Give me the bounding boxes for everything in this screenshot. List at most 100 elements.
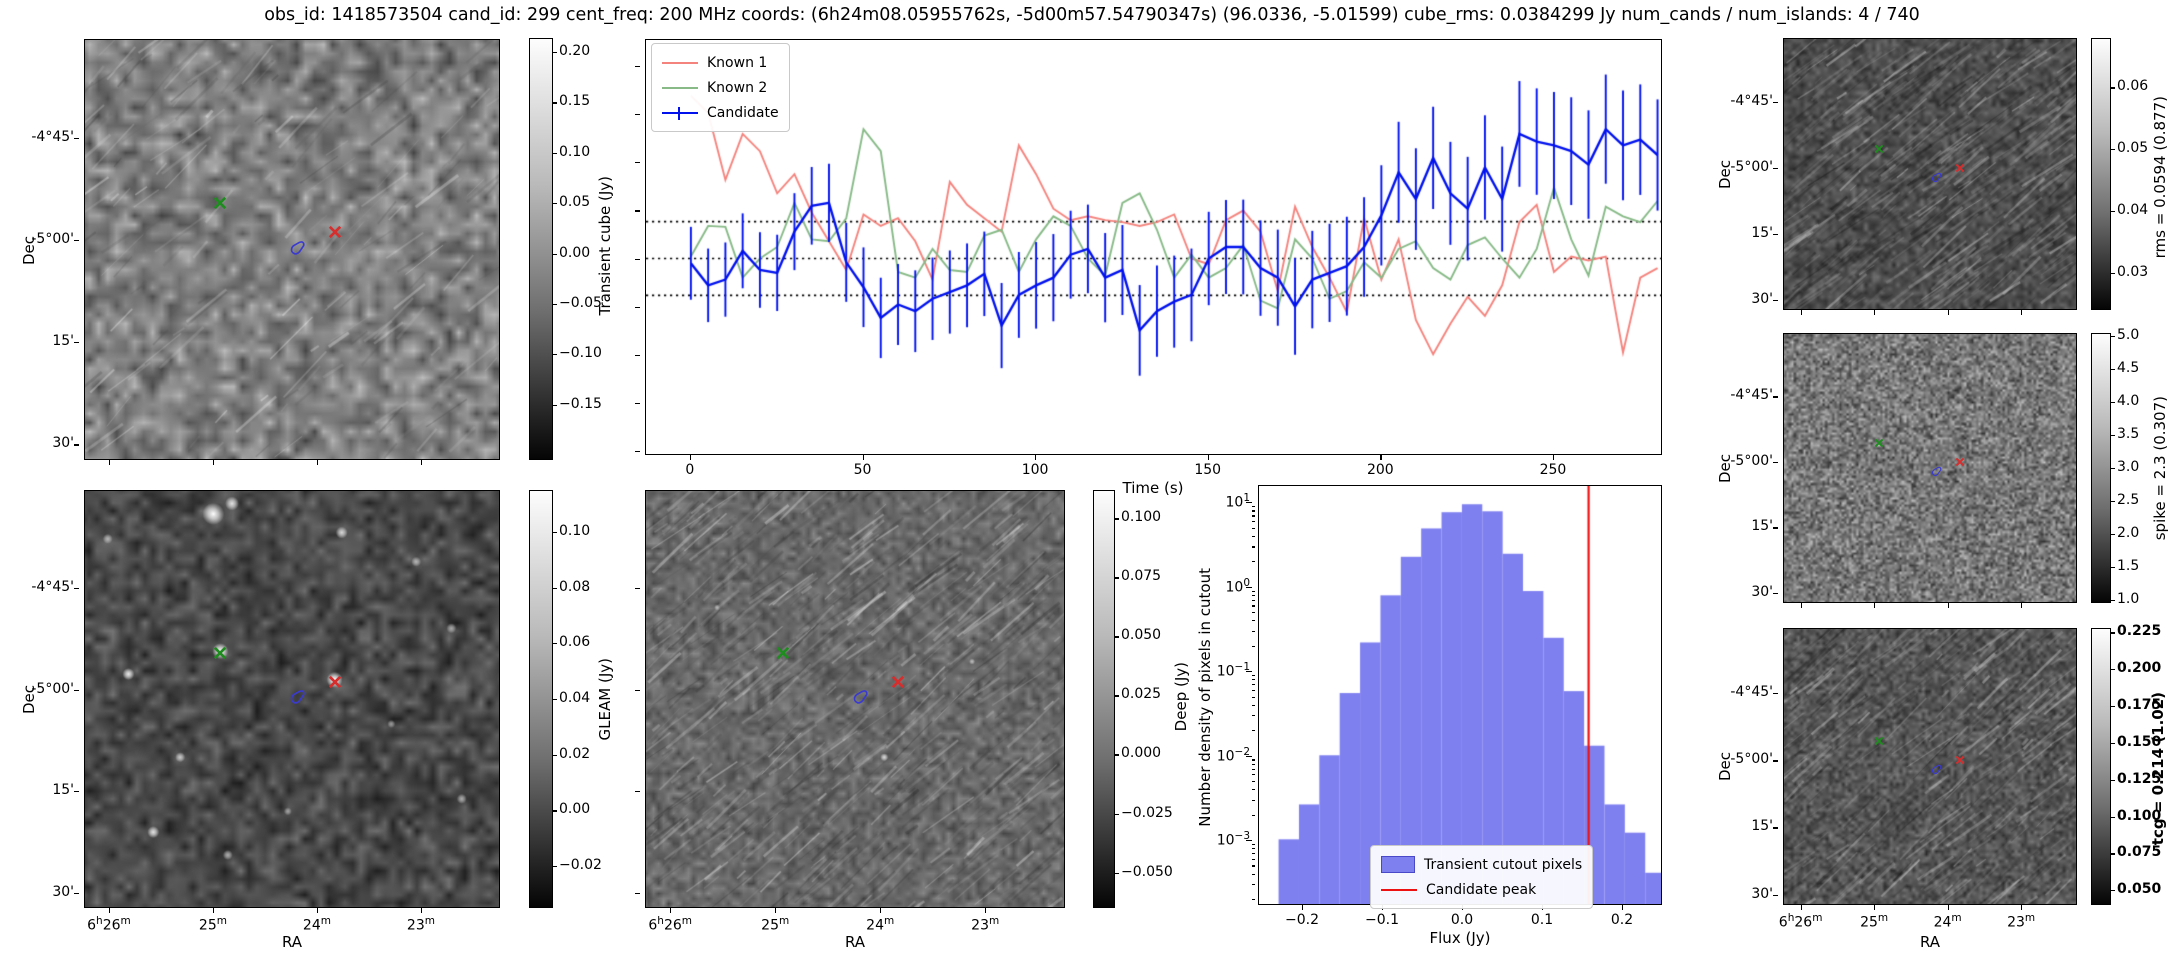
time-tick-label: 150: [1194, 462, 1222, 478]
tick-mark: [1246, 840, 1252, 842]
dec-tick-label: -5°00': [1730, 453, 1773, 470]
gleam-colorbar-tick-label: 0.10: [559, 522, 591, 539]
legend-label-known2: Known 2: [707, 79, 768, 96]
ra-tick-label: 23m: [2007, 912, 2036, 931]
tick-mark: [1252, 594, 1255, 597]
deep-colorbar: [1093, 490, 1115, 908]
dec-tick-label: 15': [1751, 224, 1773, 241]
ra-tick-label: 24m: [866, 915, 895, 934]
tick-mark: [74, 444, 79, 446]
tick-mark: [1773, 527, 1778, 529]
transient-colorbar: [529, 38, 553, 460]
time-axis-label: Time (s): [1122, 479, 1184, 497]
gleam-colorbar-tick-label: 0.00: [559, 801, 591, 818]
deep-colorbar-tick-label: 0.100: [1121, 509, 1162, 526]
spike-colorbar-tick-label: 2.0: [2117, 524, 2140, 541]
tick-mark: [1115, 695, 1119, 697]
dec-tick-label: -5°00': [1730, 751, 1773, 768]
tick-mark: [1252, 510, 1255, 512]
tick-mark: [670, 908, 672, 913]
tick-mark: [1252, 612, 1255, 614]
tick-mark: [1773, 233, 1778, 236]
tick-mark: [212, 908, 215, 913]
tick-mark: [1552, 455, 1555, 460]
flux-tick-label: −0.2: [1285, 912, 1319, 928]
deep-panel: [645, 490, 1065, 908]
flux-tick-label: 0.1: [1530, 912, 1554, 928]
tick-mark: [635, 451, 640, 453]
spike-colorbar-tick-label: 3.0: [2117, 459, 2140, 475]
legend-row-candidate-peak: Candidate peak: [1381, 877, 1582, 902]
tick-mark: [2111, 890, 2115, 892]
ra-tick-label: 6h26m: [87, 915, 131, 934]
tick-mark: [985, 908, 987, 913]
density-tick-label: 100: [1225, 576, 1250, 596]
tick-mark: [1115, 636, 1119, 638]
tick-mark: [1947, 905, 1949, 910]
tick-mark: [1252, 674, 1255, 677]
tick-mark: [1115, 754, 1119, 756]
tick-mark: [862, 455, 864, 460]
tick-mark: [1252, 546, 1255, 548]
legend-label-known1: Known 1: [707, 54, 768, 71]
tick-mark: [635, 114, 640, 116]
tick-mark: [74, 588, 79, 590]
spike-colorbar-tick-label: 3.5: [2117, 426, 2140, 443]
tick-mark: [1252, 520, 1255, 523]
tick-mark: [2111, 500, 2115, 503]
tick-mark: [2111, 369, 2115, 371]
transient-colorbar-tick-label: −0.05: [559, 294, 602, 311]
dec-tick-label: -5°00': [31, 680, 74, 697]
tick-mark: [635, 403, 640, 405]
tick-mark: [1252, 684, 1255, 686]
tick-mark: [2111, 669, 2115, 671]
legend-row-known1: Known 1: [662, 50, 779, 75]
tick-mark: [1252, 704, 1255, 706]
tick-mark: [2111, 742, 2115, 745]
rms-colorbar-tick-label: 0.03: [2117, 263, 2149, 280]
ra-tick-label: 23m: [406, 915, 435, 934]
tick-mark: [553, 404, 557, 406]
dec-tick-label: -5°00': [31, 231, 74, 248]
time-tick-label: 250: [1539, 462, 1567, 478]
tick-mark: [1773, 462, 1778, 464]
tick-mark: [74, 790, 79, 793]
tick-mark: [635, 65, 640, 68]
tick-mark: [635, 892, 640, 894]
gleam-colorbar-tick-label: 0.02: [559, 745, 591, 762]
deep-colorbar-tick-label: −0.025: [1121, 804, 1173, 821]
tick-mark: [1773, 168, 1778, 170]
tick-mark: [1246, 586, 1252, 588]
dec-tick-label: 30': [1751, 885, 1773, 902]
spike-panel: [1783, 333, 2077, 603]
tick-mark: [1800, 603, 1802, 608]
tick-mark: [1773, 593, 1778, 595]
rms-colorbar-tick-label: 0.04: [2117, 202, 2149, 219]
ra-tick-label: 24m: [1933, 912, 1962, 931]
tick-mark: [1252, 884, 1255, 886]
flux-tick-label: 0.0: [1450, 912, 1474, 928]
tick-mark: [1252, 696, 1255, 698]
tick-mark: [1252, 506, 1255, 508]
ra-tick-label: 6h26m: [648, 915, 692, 934]
tick-mark: [316, 908, 319, 913]
tcg-colorbar-tick-label: 0.050: [2117, 881, 2162, 898]
tick-mark: [1252, 605, 1255, 607]
tick-mark: [74, 342, 79, 344]
tick-mark: [1252, 620, 1255, 622]
tick-mark: [553, 152, 557, 154]
tick-mark: [553, 754, 557, 756]
transient-colorbar-tick-label: 0.20: [559, 43, 591, 60]
tick-mark: [2111, 468, 2115, 470]
tick-mark: [2111, 779, 2115, 781]
legend-row-candidate: Candidate: [662, 100, 779, 125]
tick-mark: [1035, 455, 1037, 460]
flux-tick-label: −0.1: [1365, 912, 1399, 928]
tick-mark: [2111, 272, 2115, 275]
tcg-image: [1784, 629, 2076, 904]
tick-mark: [2021, 310, 2023, 315]
figure-title: obs_id: 1418573504 cand_id: 299 cent_fre…: [264, 5, 1920, 25]
time-tick-label: 100: [1021, 462, 1049, 478]
tcg-colorbar-tick-label: 0.100: [2117, 807, 2162, 824]
